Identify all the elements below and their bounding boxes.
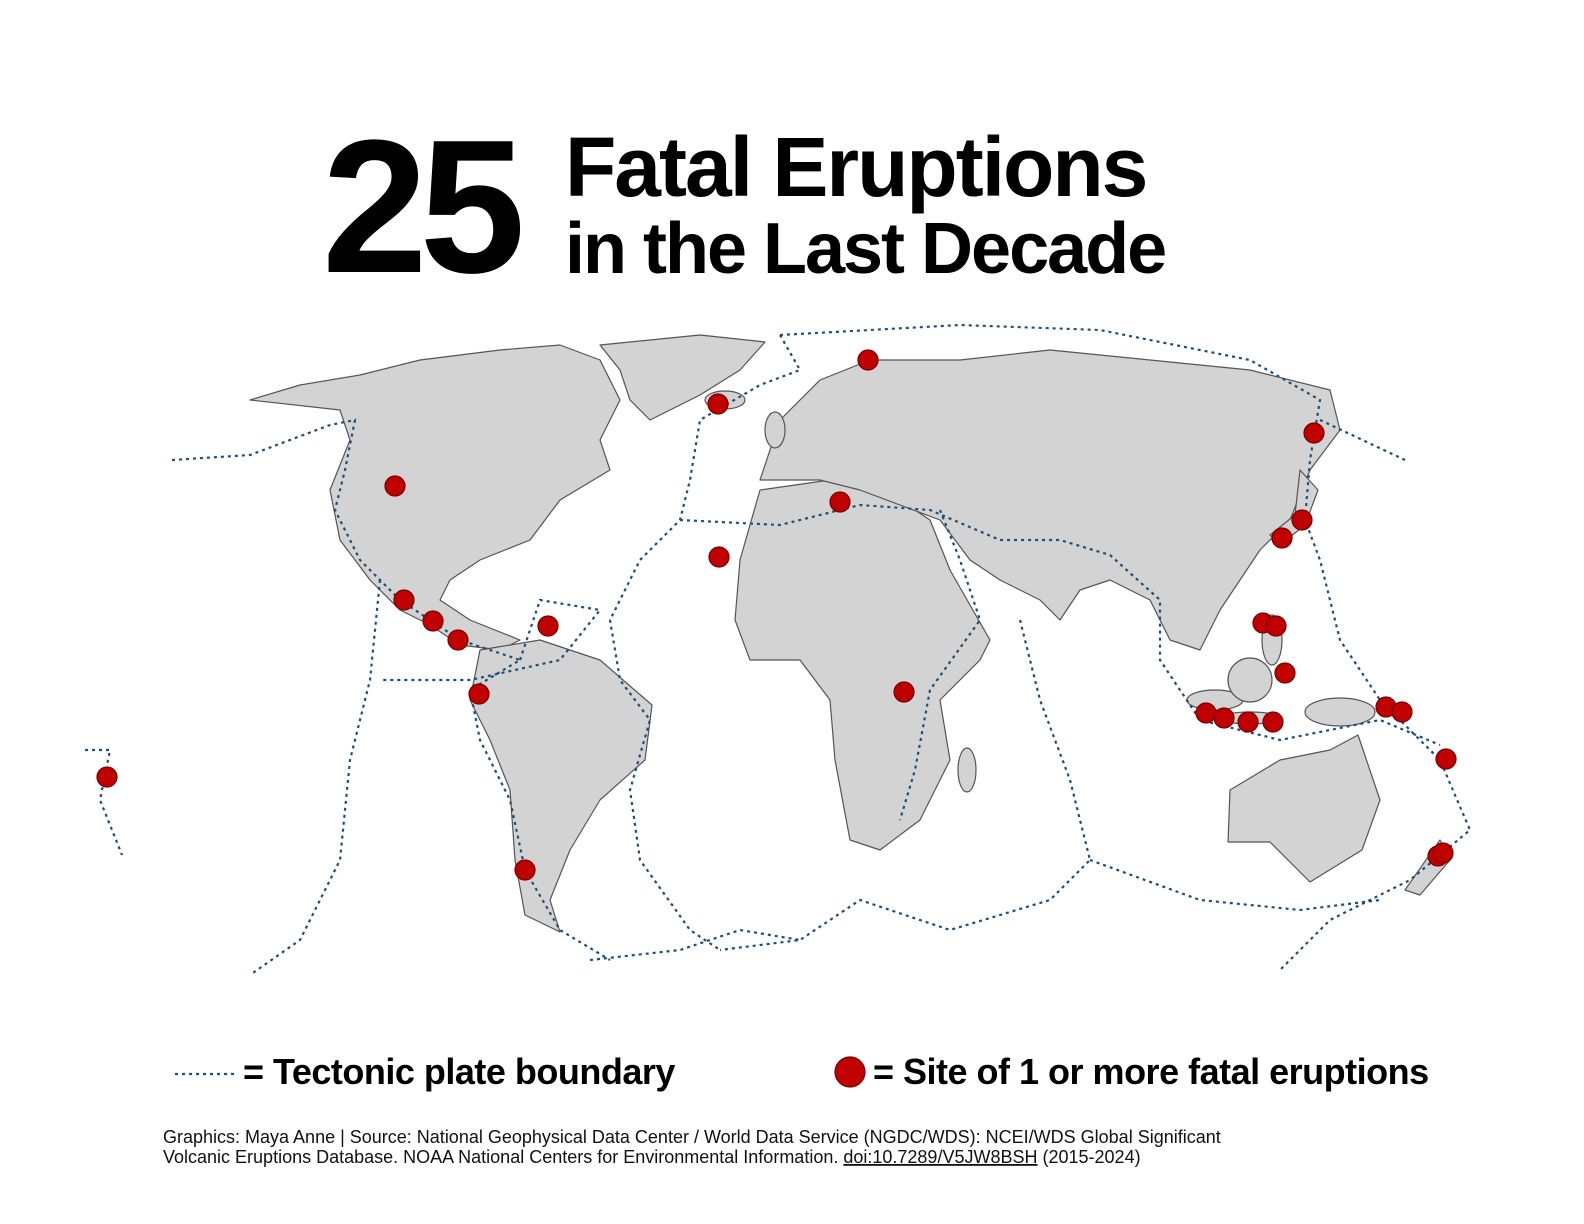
borneo <box>1227 657 1273 703</box>
eruption-site <box>857 349 879 371</box>
new-guinea <box>1304 697 1376 727</box>
eruption-site <box>1265 615 1287 637</box>
plate-boundary <box>719 619 1092 952</box>
eruption-site <box>514 859 536 881</box>
plate-boundary <box>779 323 1472 971</box>
eruption-site <box>393 589 415 611</box>
plate-boundary <box>679 503 1441 747</box>
plate-boundary <box>898 509 982 821</box>
eurasia <box>759 349 1341 651</box>
plate-boundary <box>1089 858 1381 912</box>
eruption-site <box>1391 701 1413 723</box>
eruption-site <box>447 629 469 651</box>
south-america <box>469 639 653 933</box>
eruption-site <box>1237 711 1259 733</box>
plate-boundary <box>249 579 382 976</box>
world-map <box>249 334 1451 933</box>
eruption-site <box>708 546 730 568</box>
legend-site-symbol <box>834 1056 866 1088</box>
source-years: (2015-2024) <box>1043 1147 1141 1167</box>
source-line: Volcanic Eruptions Database. NOAA Nation… <box>163 1147 1141 1167</box>
legend: = Tectonic plate boundary = Site of 1 or… <box>175 1051 1429 1092</box>
eruption-site <box>1195 702 1217 724</box>
eruption-site <box>96 766 118 788</box>
australia <box>1227 734 1381 883</box>
britain <box>764 411 786 449</box>
eruption-site <box>422 610 444 632</box>
plate-boundary <box>380 598 603 682</box>
plate-boundary <box>608 334 802 951</box>
source-doi: doi:10.7289/V5JW8BSH <box>843 1147 1037 1167</box>
eruption-site <box>893 681 915 703</box>
eruption-site <box>1432 842 1454 864</box>
eruption-site <box>1303 422 1325 444</box>
legend-plate-label: = Tectonic plate boundary <box>243 1051 675 1092</box>
eruption-site <box>707 393 729 415</box>
eruption-site <box>1291 509 1313 531</box>
title-number: 25 <box>322 101 521 313</box>
source: Graphics: Maya Anne | Source: National G… <box>163 1127 1221 1167</box>
eruption-sites <box>96 349 1457 881</box>
plate-boundary <box>1319 419 1406 461</box>
plate-boundary <box>85 748 124 856</box>
eruption-site <box>1274 662 1296 684</box>
legend-site-label: = Site of 1 or more fatal eruptions <box>873 1051 1429 1092</box>
eruption-site <box>537 615 559 637</box>
source-line: Graphics: Maya Anne | Source: National G… <box>163 1127 1221 1147</box>
eruption-site <box>384 475 406 497</box>
eruption-site <box>468 683 490 705</box>
africa <box>734 479 991 851</box>
eruption-site <box>1271 527 1293 549</box>
title-line1: Fatal Eruptions <box>565 120 1146 214</box>
plate-boundaries <box>85 323 1472 976</box>
source-text: Volcanic Eruptions Database. NOAA Nation… <box>163 1147 838 1167</box>
north-america <box>249 344 621 651</box>
eruption-site <box>1435 748 1457 770</box>
plate-boundary <box>589 928 801 962</box>
eruption-site <box>1213 707 1235 729</box>
eruption-site <box>829 491 851 513</box>
madagascar <box>957 747 977 793</box>
eruption-site <box>1262 711 1284 733</box>
greenland <box>599 334 766 421</box>
title-line2: in the Last Decade <box>565 209 1165 289</box>
